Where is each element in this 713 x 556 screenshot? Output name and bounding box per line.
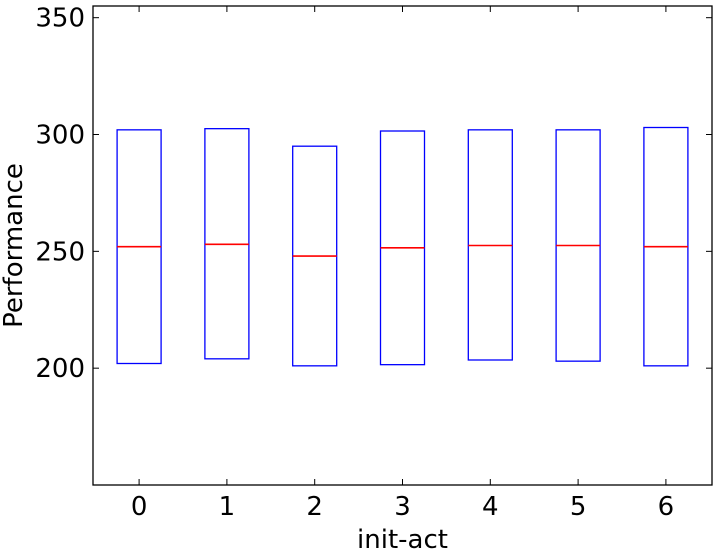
boxes-layer	[116, 126, 689, 367]
x-tick-label: 0	[131, 492, 148, 522]
x-tick-label: 2	[306, 492, 323, 522]
x-tick-label: 5	[570, 492, 587, 522]
x-tick-label: 3	[394, 492, 411, 522]
y-tick-label: 300	[35, 121, 85, 151]
y-tick-label: 250	[35, 237, 85, 267]
ticks-layer: 0 1 2 3 4 5 6 200 250 300 350	[35, 4, 712, 522]
x-tick-label: 4	[482, 492, 499, 522]
x-axis-label: init-act	[357, 525, 448, 555]
plot-frame	[92, 5, 713, 486]
x-tick-label: 6	[658, 492, 675, 522]
y-axis-label: Performance	[0, 163, 29, 328]
y-tick-label: 200	[35, 354, 85, 384]
x-tick-label: 1	[219, 492, 236, 522]
y-tick-label: 350	[35, 4, 85, 34]
